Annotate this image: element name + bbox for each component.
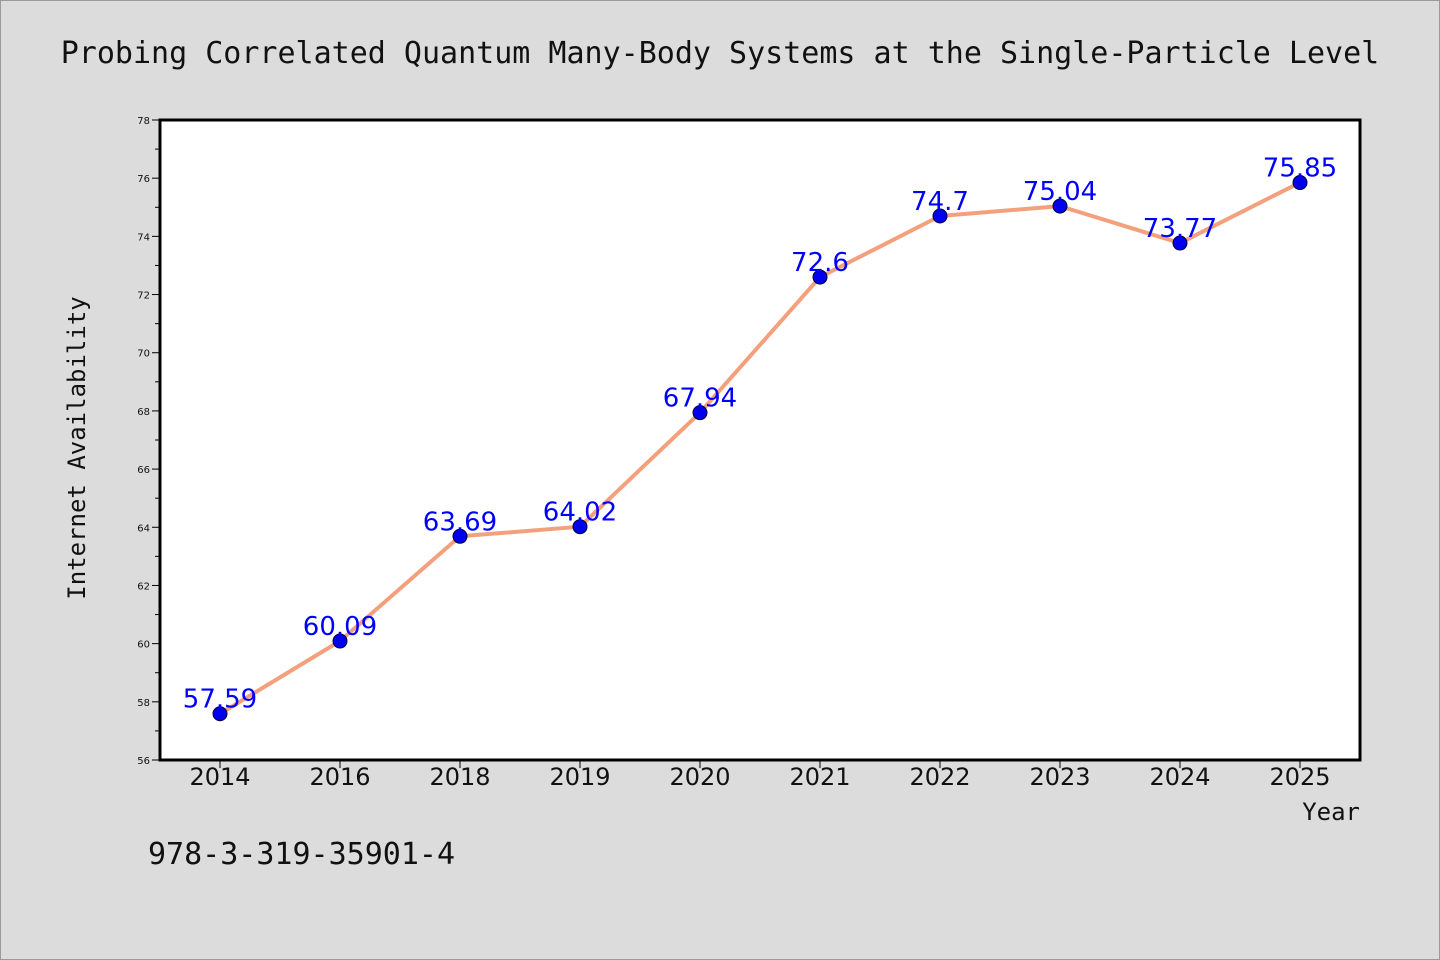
data-point [1052, 198, 1068, 214]
data-label: 73.77 [1143, 214, 1217, 244]
x-tick-label: 2020 [669, 763, 730, 791]
x-tick-label: 2019 [549, 763, 610, 791]
x-tick-label: 2014 [189, 763, 250, 791]
data-point [1292, 175, 1308, 191]
y-axis-label: Internet Availability [63, 296, 91, 599]
data-point [332, 633, 348, 649]
data-point [932, 208, 948, 224]
y-tick-label: 56 [137, 756, 150, 767]
data-label: 60.09 [303, 612, 377, 642]
plot-area [158, 118, 1362, 762]
data-label: 63.69 [423, 507, 497, 537]
data-label-layer: 57.59 60.09 63.69 64.02 67.94 72.6 74.7 75.04 73… [183, 154, 1337, 715]
data-point [812, 269, 828, 285]
y-tick-label: 66 [137, 465, 150, 476]
data-point [212, 706, 228, 722]
y-tick-label: 62 [137, 581, 150, 592]
isbn-footnote: 978-3-319-35901-4 [148, 837, 455, 872]
data-point [452, 528, 468, 544]
y-axis: 56 58 60 62 64 66 68 70 72 74 76 78 [137, 116, 160, 767]
x-tick-label: 2024 [1149, 763, 1210, 791]
data-label: 64.02 [543, 498, 617, 528]
y-tick-label: 68 [137, 407, 150, 418]
y-tick-label: 74 [137, 232, 150, 243]
x-axis: 2014 2016 2018 2019 2020 2021 2022 2023 2024 2025 [189, 760, 1331, 791]
chart-title: Probing Correlated Quantum Many-Body Sys… [61, 36, 1380, 71]
data-label: 72.6 [791, 248, 849, 278]
y-tick-label: 60 [137, 640, 150, 651]
y-tick-label: 58 [137, 698, 150, 709]
data-label: 75.85 [1263, 154, 1337, 184]
x-tick-label: 2016 [309, 763, 370, 791]
y-tick-label: 72 [137, 291, 150, 302]
x-tick-label: 2018 [429, 763, 490, 791]
data-label: 67.94 [663, 384, 737, 414]
x-tick-label: 2025 [1269, 763, 1330, 791]
data-point [692, 405, 708, 421]
y-tick-label: 70 [137, 349, 150, 360]
data-label: 74.7 [911, 187, 969, 217]
series-layer [212, 175, 1308, 722]
y-tick-label: 76 [137, 174, 150, 185]
data-label: 75.04 [1023, 177, 1097, 207]
data-point [572, 519, 588, 535]
x-tick-label: 2021 [789, 763, 850, 791]
data-label: 57.59 [183, 685, 257, 715]
y-tick-label: 64 [137, 523, 150, 534]
x-tick-label: 2023 [1029, 763, 1090, 791]
data-point [1172, 235, 1188, 251]
x-axis-label: Year [1302, 798, 1360, 826]
series-line [218, 180, 1302, 716]
x-tick-label: 2022 [909, 763, 970, 791]
y-tick-label: 78 [137, 116, 150, 127]
